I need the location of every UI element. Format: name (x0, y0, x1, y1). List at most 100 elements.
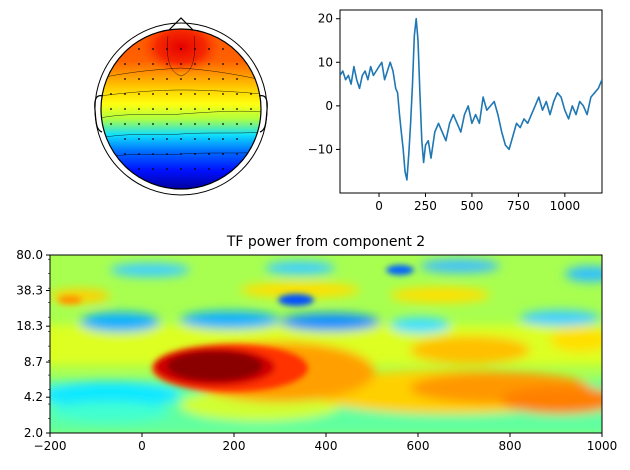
sensor-dot (194, 138, 196, 140)
sensor-dot (208, 108, 210, 110)
sensor-dot (222, 153, 224, 155)
sensor-dot (110, 93, 112, 95)
sensor-dot (152, 78, 154, 80)
sensor-dot (152, 123, 154, 125)
sensor-dot (152, 168, 154, 170)
tf-y-tick-label: 4.2 (24, 390, 43, 404)
sensor-dot (138, 138, 140, 140)
sensor-dot (208, 93, 210, 95)
tf-y-tick-label: 38.3 (16, 284, 43, 298)
sensor-dot (208, 138, 210, 140)
sensor-dot (208, 123, 210, 125)
left-ear-icon (94, 95, 104, 133)
erp-y-tick-label: −10 (308, 142, 333, 156)
sensor-dot (222, 48, 224, 50)
sensor-dot (208, 168, 210, 170)
sensor-dot (180, 48, 182, 50)
topomap-contour (101, 110, 261, 119)
erp-x-tick-label: 250 (414, 199, 437, 213)
sensor-dot (250, 108, 252, 110)
erp-y-tick-label: 20 (318, 12, 333, 26)
topomap (94, 17, 268, 196)
erp-axes-frame (339, 9, 603, 194)
sensor-dot (180, 78, 182, 80)
sensor-dot (152, 48, 154, 50)
sensor-dot (180, 168, 182, 170)
topomap-contour (101, 131, 261, 139)
sensor-dot (222, 78, 224, 80)
tf-x-tick-label: 600 (407, 439, 430, 453)
tf-x-ticks: −200 0 200 400 600 800 1000 (34, 433, 617, 453)
sensor-dot (166, 48, 168, 50)
sensor-dot (194, 168, 196, 170)
tf-y-ticks: 80.0 38.3 18.3 8.7 4.2 2.0 (16, 248, 50, 440)
sensor-dot (236, 78, 238, 80)
sensor-dot (124, 138, 126, 140)
sensor-dot (166, 63, 168, 65)
sensor-dot (152, 63, 154, 65)
sensor-dot (138, 123, 140, 125)
sensor-dot (138, 153, 140, 155)
sensor-dot (166, 168, 168, 170)
sensor-dot (180, 123, 182, 125)
sensor-dot (250, 123, 252, 125)
sensor-dot (194, 153, 196, 155)
sensor-dot (208, 78, 210, 80)
sensor-dot (152, 93, 154, 95)
sensor-dot (236, 123, 238, 125)
sensor-dot (222, 168, 224, 170)
sensor-dot (138, 168, 140, 170)
right-ear-icon (258, 95, 268, 133)
erp-series-line (340, 17, 602, 181)
erp-plot: 0 250 500 750 1000 20 10 0 −10 (308, 9, 603, 213)
sensor-dot (124, 108, 126, 110)
sensor-dot (236, 108, 238, 110)
sensor-dot (124, 78, 126, 80)
sensor-dot (194, 108, 196, 110)
sensor-dot (166, 108, 168, 110)
sensor-dot (124, 123, 126, 125)
sensor-dot (180, 138, 182, 140)
sensor-dot (194, 48, 196, 50)
sensor-dot (138, 108, 140, 110)
sensor-dot (138, 63, 140, 65)
tf-title: TF power from component 2 (226, 234, 425, 250)
erp-x-ticks: 0 250 500 750 1000 (375, 193, 580, 213)
sensor-dot (180, 108, 182, 110)
sensor-dot (236, 153, 238, 155)
erp-y-tick-label: 0 (325, 99, 333, 113)
sensor-dot (222, 108, 224, 110)
erp-x-tick-label: 1000 (550, 199, 581, 213)
sensor-dot (222, 63, 224, 65)
sensor-dot (166, 153, 168, 155)
topomap-sensors (110, 48, 252, 170)
sensor-dot (236, 93, 238, 95)
erp-x-tick-label: 0 (375, 199, 383, 213)
topomap-frontal-peak (141, 29, 221, 78)
sensor-dot (110, 123, 112, 125)
sensor-dot (152, 108, 154, 110)
erp-x-tick-label: 500 (460, 199, 483, 213)
sensor-dot (138, 93, 140, 95)
topomap-contour (167, 35, 195, 77)
sensor-dot (222, 138, 224, 140)
tf-peak (58, 265, 414, 392)
erp-y-tick-label: 10 (318, 55, 333, 69)
sensor-dot (166, 138, 168, 140)
sensor-dot (166, 123, 168, 125)
head-outline (100, 28, 262, 190)
sensor-dot (208, 48, 210, 50)
sensor-dot (124, 93, 126, 95)
sensor-dot (180, 93, 182, 95)
sensor-dot (152, 153, 154, 155)
sensor-dot (180, 153, 182, 155)
sensor-dot (208, 153, 210, 155)
topomap-contour (101, 89, 261, 97)
tf-x-tick-label: 200 (223, 439, 246, 453)
sensor-dot (236, 63, 238, 65)
sensor-dot (194, 78, 196, 80)
tf-plot: TF power from component 2 (16, 234, 617, 453)
topomap-contour (101, 67, 261, 81)
tf-y-tick-label: 80.0 (16, 248, 43, 262)
